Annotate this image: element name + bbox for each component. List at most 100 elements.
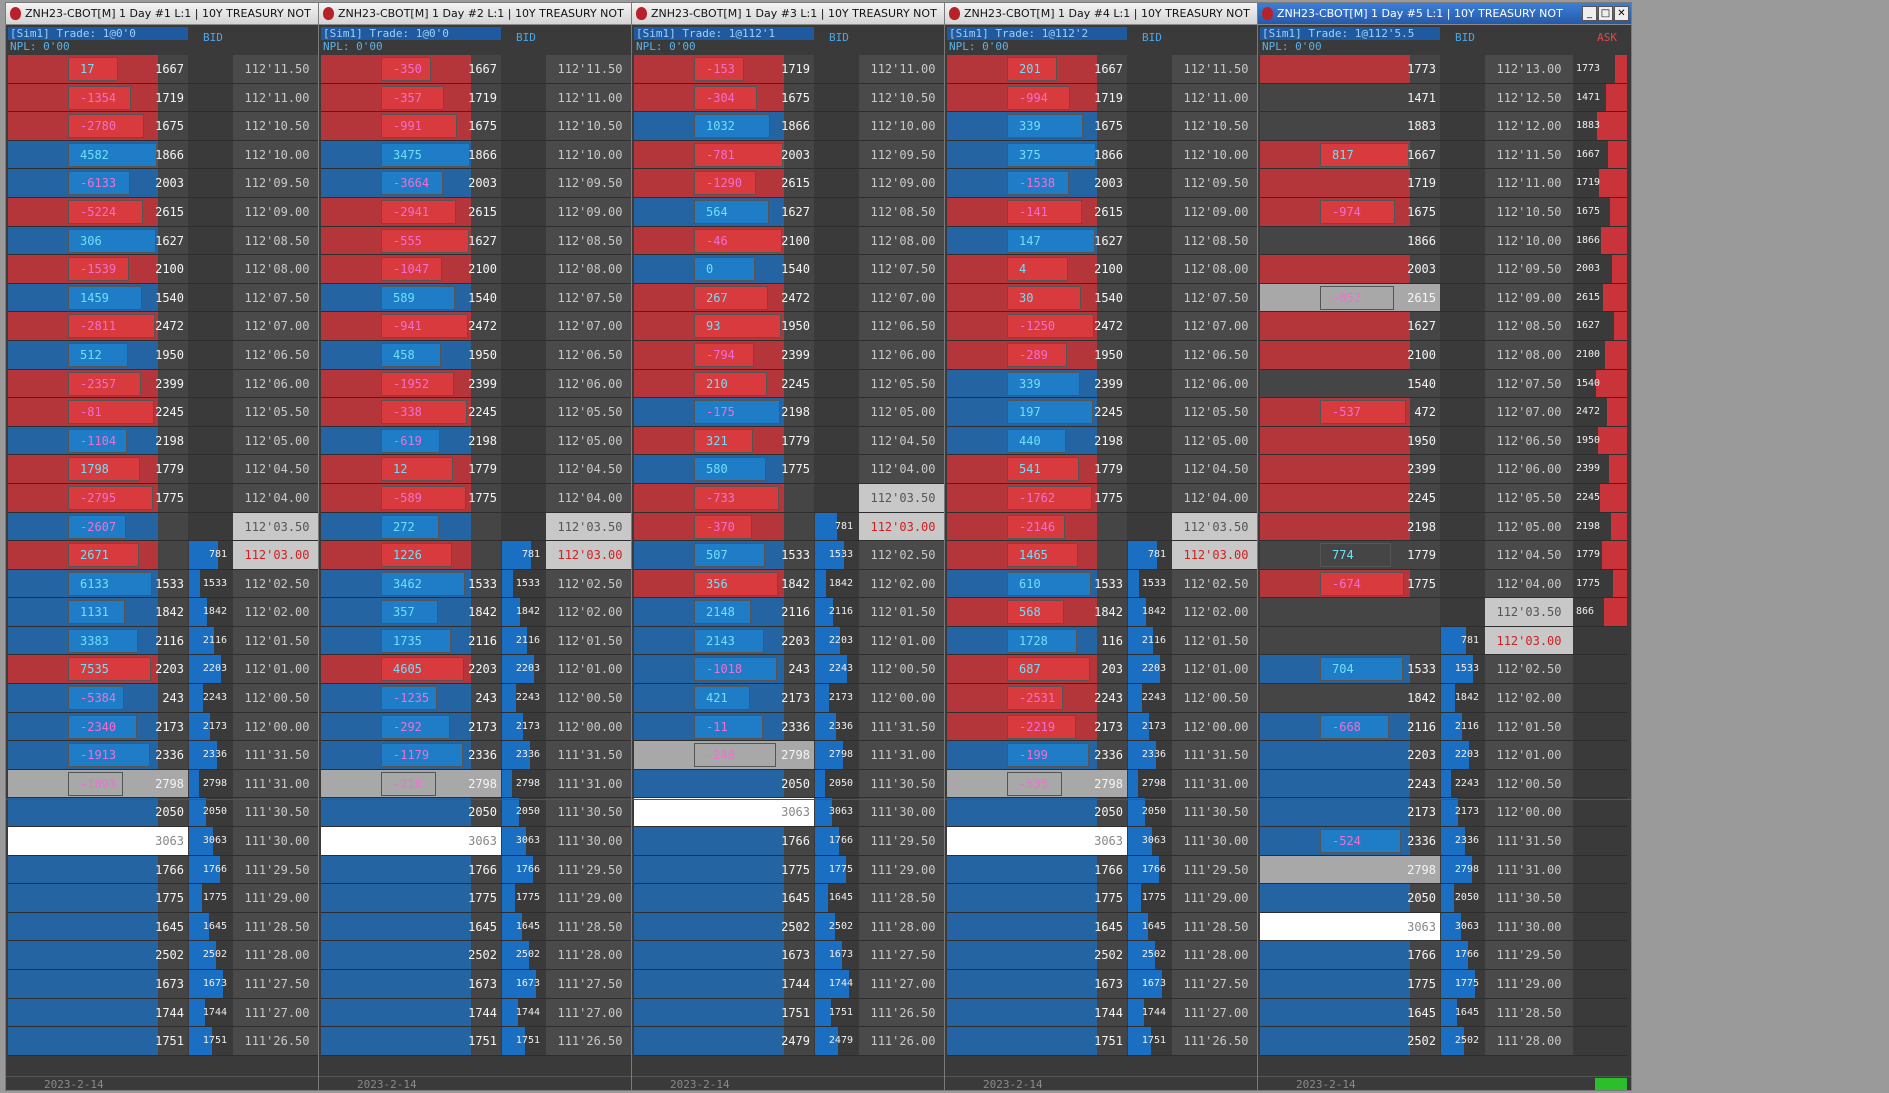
ladder-row[interactable]: -537 472 112'07.00 2472	[1260, 398, 1627, 427]
ask-size-cell[interactable]	[1573, 741, 1627, 769]
price-cell[interactable]: 112'02.00	[233, 598, 321, 626]
ladder-row[interactable]: 1744 1744 111'27.00	[947, 998, 1314, 1028]
ask-size-cell[interactable]	[1573, 627, 1627, 655]
bid-size-cell[interactable]	[1441, 370, 1481, 398]
bid-size-cell[interactable]: 1645	[1441, 998, 1481, 1027]
ladder-row[interactable]: 1773 112'13.00 1773	[1260, 55, 1627, 84]
delta-volume-cell[interactable]: -668 2116	[1260, 712, 1440, 741]
price-cell[interactable]: 112'08.00	[1172, 255, 1260, 283]
price-cell[interactable]: 111'31.00	[1485, 855, 1573, 884]
ladder-row[interactable]: 1471 112'12.50 1471	[1260, 83, 1627, 113]
delta-volume-cell[interactable]: -175 2198	[634, 398, 814, 426]
ladder-row[interactable]: 2798 2798 111'31.00	[1260, 855, 1627, 885]
delta-volume-cell[interactable]: 1465	[947, 541, 1127, 569]
ladder-row[interactable]: 1883 112'12.00 1883	[1260, 112, 1627, 141]
ask-size-cell[interactable]: 1775	[1573, 569, 1627, 598]
delta-volume-cell[interactable]: 2050	[321, 798, 501, 827]
ladder-row[interactable]: -350 1667 112'11.50 1667	[321, 55, 688, 84]
delta-volume-cell[interactable]: 1798 1779	[8, 455, 188, 483]
bid-size-cell[interactable]: 1766	[1441, 941, 1481, 969]
price-cell[interactable]: 111'27.50	[233, 970, 321, 998]
delta-volume-cell[interactable]: -619 2198	[321, 426, 501, 455]
delta-volume-cell[interactable]: -1538 2003	[947, 169, 1127, 197]
bid-size-cell[interactable]	[1441, 84, 1481, 112]
delta-volume-cell[interactable]: -994 1719	[947, 83, 1127, 112]
delta-volume-cell[interactable]: 2479	[634, 1027, 814, 1055]
bid-size-cell[interactable]	[1441, 484, 1481, 512]
bid-size-cell[interactable]: 781	[1128, 541, 1168, 569]
ladder-row[interactable]: 356 1842 1842 112'02.00	[634, 569, 1001, 599]
price-cell[interactable]: 112'10.00	[859, 112, 947, 140]
price-cell[interactable]: 112'00.00	[233, 712, 321, 741]
bid-size-cell[interactable]: 2798	[189, 769, 229, 798]
bid-size-cell[interactable]	[1128, 370, 1168, 398]
bid-size-cell[interactable]: 1842	[502, 598, 542, 626]
ladder-row[interactable]: 1673 1673 111'27.50	[634, 941, 1001, 970]
bid-size-cell[interactable]	[502, 284, 542, 312]
price-cell[interactable]: 112'06.00	[546, 369, 634, 398]
price-cell[interactable]: 112'03.50	[1485, 598, 1573, 626]
bid-size-cell[interactable]	[815, 427, 855, 455]
bid-size-cell[interactable]	[815, 84, 855, 112]
price-cell[interactable]: 112'04.50	[546, 455, 634, 483]
ladder-row[interactable]: 2479 2479 111'26.00	[634, 1027, 1001, 1056]
delta-volume-cell[interactable]: -1354 1719	[8, 83, 188, 112]
bid-size-cell[interactable]: 2203	[1128, 655, 1168, 684]
price-cell[interactable]: 112'00.00	[1485, 798, 1573, 827]
bid-size-cell[interactable]: 1775	[502, 884, 542, 912]
price-cell[interactable]: 111'31.00	[1172, 769, 1260, 798]
bid-size-cell[interactable]: 2502	[189, 941, 229, 969]
delta-volume-cell[interactable]: -3664 2003	[321, 169, 501, 197]
delta-volume-cell[interactable]: 1032 1866	[634, 112, 814, 140]
delta-volume-cell[interactable]: 1775	[947, 884, 1127, 912]
price-cell[interactable]: 112'10.50	[859, 83, 947, 112]
bid-size-cell[interactable]: 1766	[1128, 855, 1168, 884]
delta-volume-cell[interactable]: -357 1719	[321, 83, 501, 112]
bid-size-cell[interactable]: 2243	[1128, 684, 1168, 712]
delta-volume-cell[interactable]: 2243	[1260, 769, 1440, 798]
price-cell[interactable]: 112'07.00	[233, 312, 321, 340]
bid-size-cell[interactable]	[502, 427, 542, 455]
bid-size-cell[interactable]: 2173	[1441, 798, 1481, 827]
ladder-row[interactable]: 1775 1775 111'29.00	[634, 855, 1001, 885]
ask-size-cell[interactable]: 2399	[1573, 455, 1627, 483]
price-cell[interactable]: 111'26.00	[859, 1027, 947, 1055]
ladder-row[interactable]: 1775 1775 111'29.00	[8, 884, 375, 913]
bid-size-cell[interactable]	[1128, 427, 1168, 455]
price-cell[interactable]: 112'03.50	[1172, 512, 1260, 541]
bid-size-cell[interactable]: 2050	[1441, 884, 1481, 912]
delta-volume-cell[interactable]: 1226	[321, 541, 501, 569]
price-cell[interactable]: 111'31.50	[1172, 741, 1260, 769]
ladder-row[interactable]: 1766 1766 111'29.50	[947, 855, 1314, 885]
price-cell[interactable]: 112'07.00	[859, 283, 947, 312]
price-cell[interactable]: 111'30.00	[1172, 827, 1260, 855]
price-cell[interactable]: 112'06.00	[1172, 369, 1260, 398]
bid-size-cell[interactable]	[1441, 598, 1481, 626]
price-cell[interactable]: 112'03.50	[233, 512, 321, 541]
bid-size-cell[interactable]: 781	[815, 512, 855, 541]
delta-volume-cell[interactable]: 147 1627	[947, 226, 1127, 255]
delta-volume-cell[interactable]: 339 2399	[947, 369, 1127, 398]
bid-size-cell[interactable]: 1533	[815, 541, 855, 569]
bid-size-cell[interactable]	[502, 484, 542, 512]
delta-volume-cell[interactable]: -1093 2798	[8, 769, 188, 798]
price-cell[interactable]: 112'10.00	[1485, 226, 1573, 255]
price-cell[interactable]: 111'30.50	[1485, 884, 1573, 912]
ladder-row[interactable]: 1627 112'08.50 1627	[1260, 312, 1627, 341]
bid-size-cell[interactable]	[1441, 141, 1481, 169]
delta-volume-cell[interactable]: 507 1533	[634, 541, 814, 569]
ladder-row[interactable]: -1235 243 2243 112'00.50	[321, 684, 688, 713]
ladder-row[interactable]: 2198 112'05.00 2198	[1260, 512, 1627, 542]
bid-size-cell[interactable]	[189, 370, 229, 398]
bid-size-cell[interactable]	[1128, 169, 1168, 197]
ladder-row[interactable]: -1762 1775 112'04.00 1775	[947, 483, 1314, 513]
bid-size-cell[interactable]	[1441, 169, 1481, 197]
ladder-row[interactable]: 1728 116 2116 112'01.50	[947, 626, 1314, 656]
price-cell[interactable]: 112'00.50	[859, 655, 947, 684]
bid-size-cell[interactable]: 3063	[189, 827, 229, 855]
ladder-row[interactable]: 3063 3063 111'30.00	[634, 798, 1001, 828]
price-cell[interactable]: 112'02.50	[1485, 655, 1573, 684]
price-cell[interactable]: 112'00.00	[1172, 712, 1260, 741]
delta-volume-cell[interactable]: 2198	[1260, 512, 1440, 541]
price-cell[interactable]: 112'08.50	[1485, 312, 1573, 340]
